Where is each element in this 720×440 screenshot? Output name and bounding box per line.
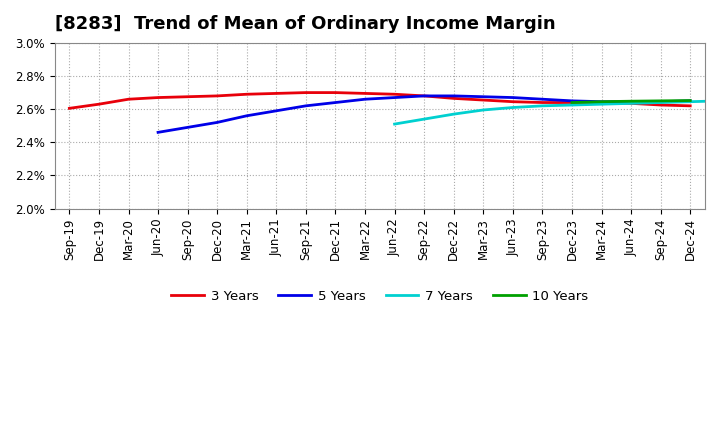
7 Years xyxy=(567,103,576,108)
5 Years xyxy=(686,98,695,103)
3 Years xyxy=(420,93,428,99)
7 Years xyxy=(479,107,487,113)
Line: 3 Years: 3 Years xyxy=(69,92,690,108)
10 Years xyxy=(597,99,606,104)
5 Years xyxy=(479,94,487,99)
Text: [8283]  Trend of Mean of Ordinary Income Margin: [8283] Trend of Mean of Ordinary Income … xyxy=(55,15,555,33)
10 Years xyxy=(627,99,636,104)
3 Years xyxy=(94,102,103,107)
5 Years xyxy=(154,130,163,135)
3 Years xyxy=(567,100,576,105)
5 Years xyxy=(627,99,636,104)
Line: 10 Years: 10 Years xyxy=(572,100,690,103)
7 Years xyxy=(716,98,720,103)
3 Years xyxy=(184,94,192,99)
7 Years xyxy=(597,102,606,107)
3 Years xyxy=(538,100,546,105)
5 Years xyxy=(213,120,222,125)
5 Years xyxy=(361,96,369,102)
5 Years xyxy=(657,99,665,104)
5 Years xyxy=(302,103,310,109)
Line: 5 Years: 5 Years xyxy=(158,96,690,132)
7 Years xyxy=(686,99,695,104)
3 Years xyxy=(331,90,340,95)
5 Years xyxy=(331,100,340,105)
5 Years xyxy=(390,95,399,100)
3 Years xyxy=(597,100,606,105)
Line: 7 Years: 7 Years xyxy=(395,101,720,124)
7 Years xyxy=(508,105,517,110)
10 Years xyxy=(686,98,695,103)
3 Years xyxy=(302,90,310,95)
7 Years xyxy=(390,121,399,127)
5 Years xyxy=(597,99,606,104)
5 Years xyxy=(420,93,428,99)
3 Years xyxy=(508,99,517,104)
3 Years xyxy=(627,101,636,106)
7 Years xyxy=(420,117,428,122)
5 Years xyxy=(567,98,576,103)
5 Years xyxy=(449,93,458,99)
5 Years xyxy=(272,108,281,114)
7 Years xyxy=(627,101,636,106)
Legend: 3 Years, 5 Years, 7 Years, 10 Years: 3 Years, 5 Years, 7 Years, 10 Years xyxy=(166,285,593,308)
7 Years xyxy=(449,111,458,117)
3 Years xyxy=(124,96,132,102)
3 Years xyxy=(154,95,163,100)
5 Years xyxy=(508,95,517,100)
3 Years xyxy=(479,97,487,103)
5 Years xyxy=(538,96,546,102)
3 Years xyxy=(65,106,73,111)
3 Years xyxy=(449,96,458,101)
7 Years xyxy=(538,103,546,109)
3 Years xyxy=(243,92,251,97)
10 Years xyxy=(567,100,576,105)
3 Years xyxy=(213,93,222,99)
3 Years xyxy=(657,103,665,108)
3 Years xyxy=(390,92,399,97)
3 Years xyxy=(272,91,281,96)
3 Years xyxy=(361,91,369,96)
7 Years xyxy=(657,100,665,105)
10 Years xyxy=(657,98,665,103)
5 Years xyxy=(184,125,192,130)
3 Years xyxy=(686,103,695,109)
5 Years xyxy=(243,113,251,118)
